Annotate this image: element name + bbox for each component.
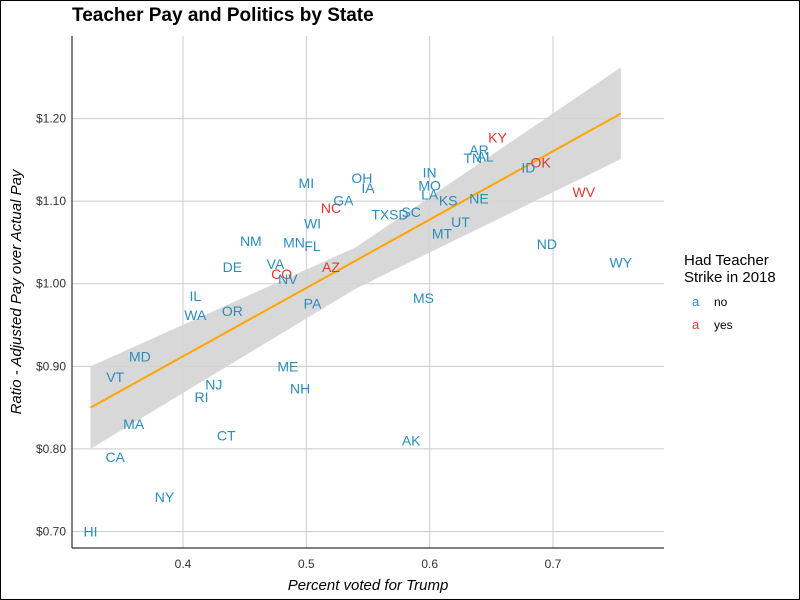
- point-label-la: LA: [421, 187, 439, 203]
- point-label-tx: TX: [371, 206, 390, 222]
- legend: Had Teacher Strike in 2018 a no a yes: [684, 252, 776, 332]
- point-label-al: AL: [477, 149, 494, 165]
- point-label-wv: WV: [573, 184, 596, 200]
- y-axis-label: Ratio - Adjusted Pay over Actual Pay: [8, 168, 25, 414]
- point-label-in: IN: [423, 164, 437, 180]
- point-label-ar: AR: [469, 142, 488, 158]
- x-tick-label: 0.7: [545, 557, 562, 571]
- point-label-ks: KS: [439, 192, 458, 208]
- point-label-wi: WI: [304, 215, 321, 231]
- legend-label-no: no: [714, 294, 728, 309]
- point-label-vt: VT: [106, 369, 124, 385]
- point-label-me: ME: [277, 358, 298, 374]
- y-tick-label: $0.70: [36, 524, 66, 538]
- point-label-de: DE: [223, 259, 242, 275]
- point-label-wa: WA: [184, 307, 207, 323]
- point-label-co: CO: [271, 266, 292, 282]
- point-label-mo: MO: [418, 177, 441, 193]
- point-label-ct: CT: [217, 428, 236, 444]
- point-label-ky: KY: [488, 130, 507, 146]
- point-label-ut: UT: [451, 214, 470, 230]
- point-label-ca: CA: [105, 449, 125, 465]
- legend-item-no: a no: [684, 294, 776, 309]
- y-tick-label: $1.00: [36, 277, 66, 291]
- point-label-sc: SC: [401, 204, 420, 220]
- point-label-ia: IA: [361, 180, 375, 196]
- point-label-ri: RI: [195, 389, 209, 405]
- point-label-sd: SD: [389, 206, 408, 222]
- point-label-il: IL: [189, 288, 201, 304]
- point-label-nm: NM: [240, 233, 262, 249]
- y-tick-label: $0.80: [36, 442, 66, 456]
- point-label-fl: FL: [304, 238, 321, 254]
- x-tick-label: 0.4: [175, 557, 192, 571]
- point-label-ny: NY: [155, 489, 175, 505]
- x-axis-label: Percent voted for Trump: [288, 577, 449, 594]
- y-tick-label: $0.90: [36, 359, 66, 373]
- trend-line: [90, 112, 622, 409]
- point-label-ok: OK: [531, 154, 552, 170]
- point-label-md: MD: [129, 348, 151, 364]
- point-label-pa: PA: [304, 296, 322, 312]
- point-label-tn: TN: [463, 150, 482, 166]
- point-label-ma: MA: [123, 416, 145, 432]
- point-label-hi: HI: [84, 523, 98, 539]
- point-label-mi: MI: [299, 175, 315, 191]
- point-label-id: ID: [521, 159, 535, 175]
- legend-label-yes: yes: [714, 317, 733, 332]
- point-label-nd: ND: [537, 236, 557, 252]
- y-tick-label: $1.10: [36, 194, 66, 208]
- point-label-nc: NC: [321, 200, 341, 216]
- x-tick-label: 0.6: [421, 557, 438, 571]
- legend-item-yes: a yes: [684, 317, 776, 332]
- legend-key-yes: a: [692, 317, 700, 332]
- point-label-nv: NV: [278, 271, 298, 287]
- point-label-ne: NE: [469, 191, 488, 207]
- point-label-nh: NH: [290, 381, 310, 397]
- legend-key-no: a: [692, 294, 700, 309]
- confidence-band: [90, 67, 621, 449]
- point-label-ga: GA: [333, 192, 354, 208]
- point-label-wy: WY: [610, 254, 633, 270]
- legend-title: Had Teacher Strike in 2018: [684, 252, 776, 286]
- y-tick-label: $1.20: [36, 112, 66, 126]
- point-label-oh: OH: [351, 170, 372, 186]
- point-label-mt: MT: [432, 225, 453, 241]
- point-label-ak: AK: [402, 433, 421, 449]
- point-label-or: OR: [222, 303, 243, 319]
- point-label-mn: MN: [283, 234, 305, 250]
- point-label-va: VA: [267, 256, 285, 272]
- point-label-ms: MS: [413, 290, 434, 306]
- point-label-az: AZ: [322, 259, 340, 275]
- point-label-nj: NJ: [205, 376, 222, 392]
- chart-title: Teacher Pay and Politics by State: [72, 5, 374, 26]
- x-tick-label: 0.5: [298, 557, 315, 571]
